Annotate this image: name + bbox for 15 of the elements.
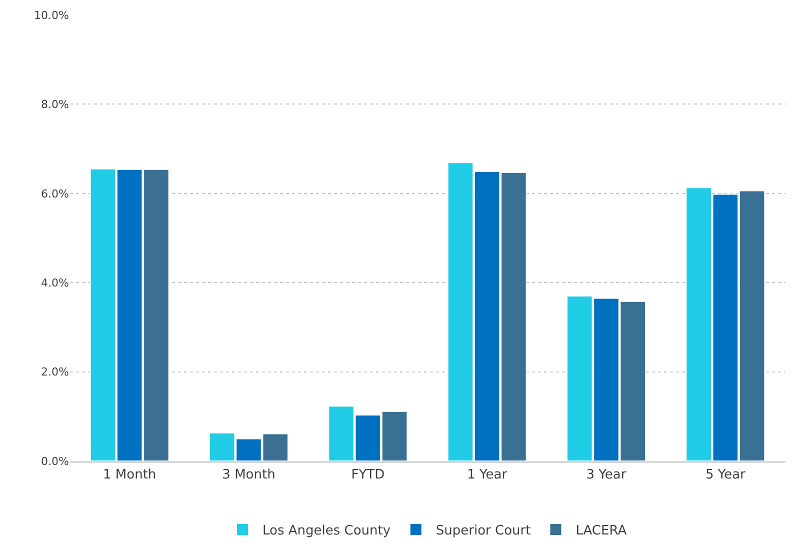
- x-tick-label: 5 Year: [705, 468, 746, 483]
- x-tick-label: 3 Year: [586, 468, 627, 483]
- legend-label: Los Angeles County: [262, 524, 391, 539]
- legend-label: LACERA: [576, 524, 627, 539]
- legend-label: Superior Court: [436, 524, 531, 539]
- y-tick-label: 8.0%: [41, 98, 69, 112]
- y-tick-label: 10.0%: [34, 8, 69, 22]
- x-tick-label: 1 Year: [467, 468, 508, 483]
- x-tick-label: 1 Month: [103, 468, 156, 483]
- x-tick-label: 3 Month: [222, 468, 276, 483]
- y-tick-label: 6.0%: [41, 187, 69, 200]
- y-tick-label: 2.0%: [41, 366, 69, 379]
- y-tick-label: 0.0%: [41, 454, 69, 468]
- x-tick-label: FYTD: [351, 468, 385, 483]
- y-tick-label: 4.0%: [41, 276, 69, 290]
